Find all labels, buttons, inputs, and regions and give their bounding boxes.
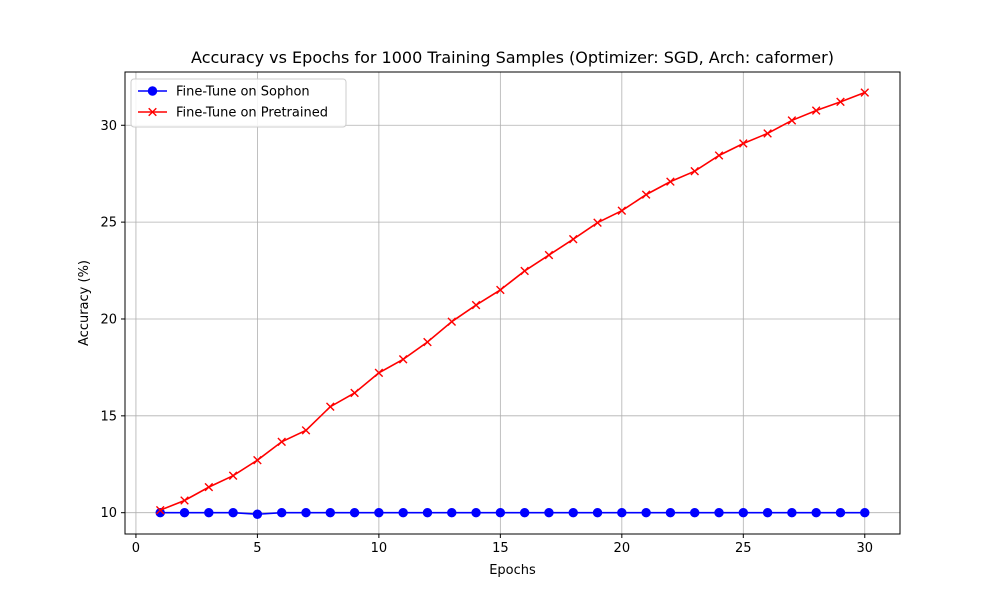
- data-point: [495, 507, 506, 518]
- data-point: [471, 507, 481, 518]
- data-point: [739, 139, 748, 148]
- data-point: [811, 106, 821, 115]
- legend-marker: [147, 86, 158, 96]
- data-point: [422, 507, 433, 518]
- y-tick-label: 20: [100, 312, 117, 327]
- data-point: [714, 507, 724, 518]
- y-tick-label: 30: [100, 119, 117, 134]
- axes: 0 5 10 15 20 25 30 10 15 20 25 30: [100, 71, 901, 556]
- legend-label: Fine-Tune on Pretrained: [176, 106, 328, 121]
- x-tick-label: 0: [132, 541, 140, 556]
- data-point: [252, 509, 263, 519]
- data-point: [374, 368, 384, 378]
- data-point: [155, 505, 165, 515]
- data-point: [180, 496, 189, 505]
- y-tick-label: 15: [100, 409, 117, 424]
- legend: Fine-Tune on Sophon Fine-Tune on Pretrain…: [130, 78, 347, 128]
- data-point: [738, 507, 748, 518]
- x-tick-label: 20: [614, 541, 631, 556]
- data-point: [617, 206, 627, 215]
- data-point: [592, 507, 603, 518]
- data-point: [447, 507, 457, 518]
- data-point: [228, 471, 238, 480]
- data-point: [398, 354, 408, 364]
- data-point: [762, 507, 773, 518]
- data-point: [204, 482, 214, 492]
- data-point: [544, 250, 554, 260]
- legend-marker: [148, 107, 157, 117]
- y-tick-label: 25: [100, 216, 117, 231]
- series-layer: [155, 88, 870, 519]
- data-point: [350, 388, 359, 398]
- legend-box: [130, 78, 347, 128]
- data-point: [714, 151, 724, 160]
- legend-item: Fine-Tune on Pretrained: [138, 106, 328, 121]
- data-point: [301, 426, 311, 435]
- data-point: [617, 507, 627, 518]
- series-sophon: [155, 507, 870, 519]
- x-tick-label: 5: [253, 541, 261, 556]
- data-point: [641, 507, 651, 518]
- data-point: [423, 337, 432, 347]
- data-point: [787, 507, 797, 518]
- data-point: [179, 507, 190, 518]
- x-tick-label: 10: [371, 541, 388, 556]
- series-pretrained: [155, 88, 870, 515]
- data-point: [277, 507, 287, 518]
- y-axis-label: Accuracy (%): [77, 260, 92, 346]
- data-point: [666, 177, 675, 186]
- x-tick-label: 15: [492, 541, 509, 556]
- data-point: [860, 88, 870, 97]
- data-point: [860, 507, 870, 518]
- plot-frame: [124, 71, 901, 535]
- chart-title: Accuracy vs Epochs for 1000 Training Sam…: [191, 48, 834, 67]
- y-tick-label: 10: [100, 506, 117, 521]
- data-point: [593, 218, 602, 228]
- data-point: [763, 129, 772, 138]
- data-point: [568, 507, 578, 518]
- data-point: [641, 190, 651, 199]
- data-point: [447, 317, 457, 326]
- data-point: [228, 507, 238, 518]
- x-axis-label: Epochs: [489, 563, 536, 578]
- x-tick-label: 30: [856, 541, 873, 556]
- data-point: [301, 507, 311, 518]
- data-point: [253, 455, 262, 465]
- data-point: [811, 507, 821, 518]
- x-tick-label: 25: [735, 541, 752, 556]
- data-point: [690, 166, 700, 176]
- data-point: [349, 507, 360, 518]
- data-point: [155, 507, 165, 518]
- legend-item: Fine-Tune on Sophon: [138, 85, 310, 100]
- legend-label: Fine-Tune on Sophon: [176, 85, 310, 100]
- data-point: [544, 507, 554, 518]
- data-point: [520, 266, 529, 276]
- data-point: [787, 116, 797, 125]
- data-point: [325, 507, 335, 518]
- data-point: [374, 507, 384, 518]
- data-point: [496, 285, 505, 295]
- data-point: [835, 507, 846, 518]
- data-point: [204, 507, 214, 518]
- data-point: [277, 437, 286, 447]
- data-point: [690, 507, 700, 518]
- data-point: [471, 300, 481, 310]
- data-point: [836, 97, 845, 107]
- data-point: [665, 507, 676, 518]
- data-point: [568, 234, 578, 244]
- data-point: [398, 507, 408, 518]
- data-point: [325, 402, 335, 412]
- data-point: [519, 507, 530, 518]
